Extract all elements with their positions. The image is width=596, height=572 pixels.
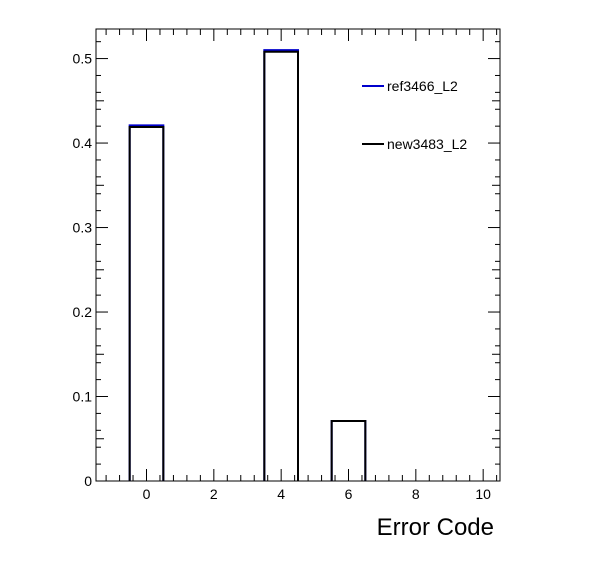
bar-new3483_L2-6 (330, 420, 367, 481)
legend-label-ref3466_L2: ref3466_L2 (387, 78, 458, 94)
legend-label-new3483_L2: new3483_L2 (387, 136, 467, 152)
x-tick-label: 8 (412, 486, 420, 502)
legend: ref3466_L2 new3483_L2 (362, 78, 467, 152)
x-tick-label: 2 (210, 486, 218, 502)
y-tick-label: 0.5 (73, 51, 93, 67)
y-tick-label: 0.4 (73, 135, 93, 151)
x-axis-title: Error Code (377, 514, 494, 541)
x-axis-ticks: 0 2 4 6 8 10 (105, 29, 498, 502)
x-tick-label: 10 (475, 486, 491, 502)
x-tick-label: 4 (277, 486, 285, 502)
y-tick-label: 0.2 (73, 304, 93, 320)
x-tick-label: 0 (143, 486, 151, 502)
bar-ref3466_L2-4 (263, 49, 299, 481)
y-tick-label: 0.1 (73, 389, 93, 405)
y-axis-ticks: 0 0.1 0.2 0.3 0.4 0.5 (73, 41, 500, 489)
bar-new3483_L2-4 (263, 50, 299, 481)
x-tick-label: 6 (345, 486, 353, 502)
bar-ref3466_L2-0 (128, 124, 165, 481)
y-tick-label: 0 (84, 473, 92, 489)
y-tick-label: 0.3 (73, 220, 93, 236)
bar-new3483_L2-0 (128, 126, 165, 481)
histogram-bars (128, 49, 367, 481)
